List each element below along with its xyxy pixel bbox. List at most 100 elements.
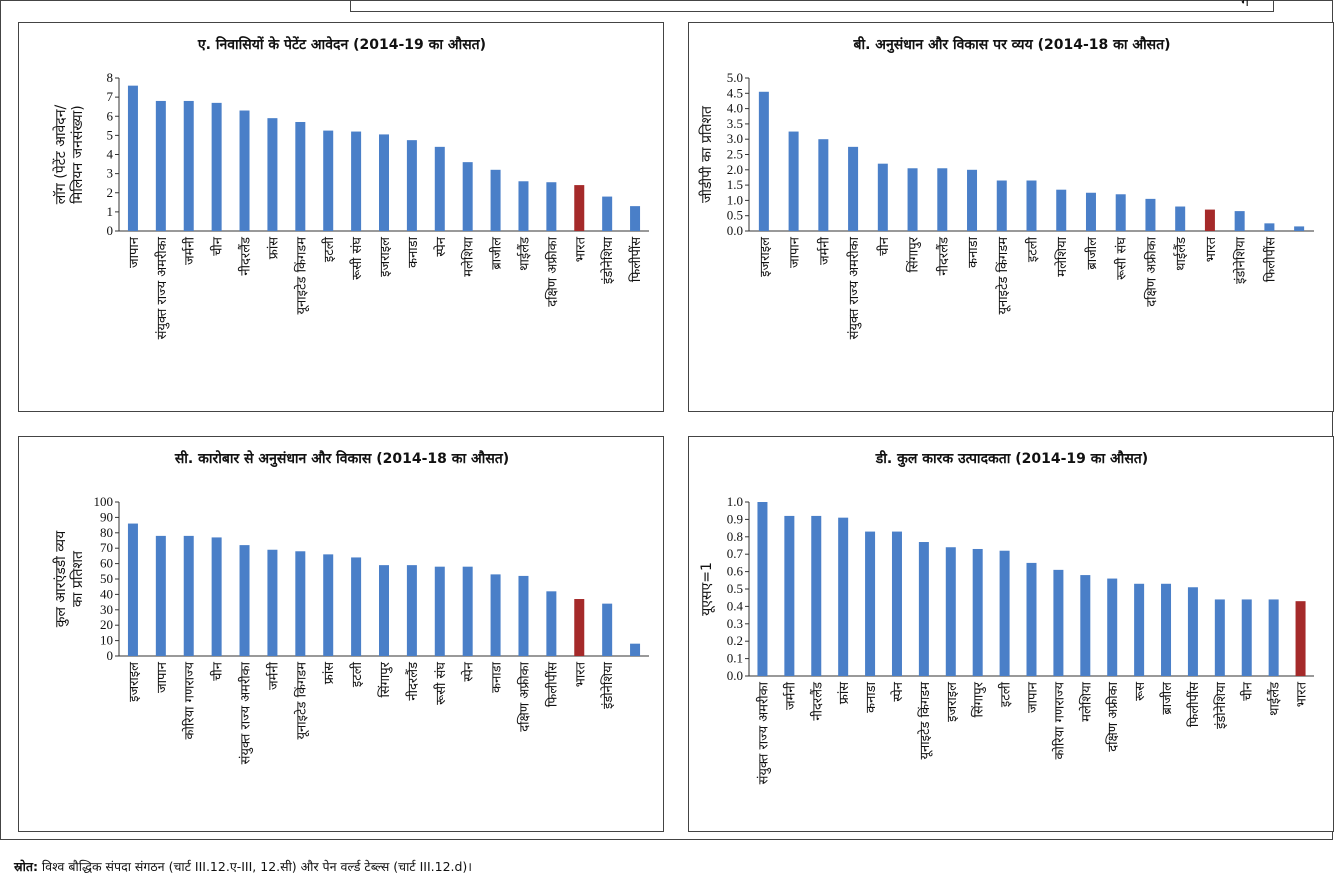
chart-d: डी. कुल कारक उत्पादकता (2014-19 का औसत) य… xyxy=(699,450,1314,784)
chart-c-ylabel: का प्रतिशत xyxy=(69,550,86,607)
chart-b-category-label: नीदरलैंड xyxy=(935,236,951,276)
chart-d-ytick-label: 0.8 xyxy=(727,529,743,544)
chart-panel-c: सी. कारोबार से अनुसंधान और विकास (2014-1… xyxy=(18,436,664,832)
chart-c-bar xyxy=(574,599,585,656)
chart-a-category-label: जापान xyxy=(127,236,142,268)
chart-c-bar xyxy=(434,566,445,656)
chart-b-bar xyxy=(1085,192,1096,231)
chart-d-bar xyxy=(972,548,983,676)
chart-c-category-label: फ्रांस xyxy=(322,662,337,684)
chart-a-ytick-label: 5 xyxy=(107,127,114,142)
chart-d-ytick-label: 0.4 xyxy=(727,598,744,613)
chart-b-category-label: जर्मनी xyxy=(816,236,832,265)
chart-b-category-label: चीन xyxy=(876,236,892,256)
chart-c-bar xyxy=(351,557,362,656)
chart-b-ytick-label: 2.5 xyxy=(727,147,743,162)
chart-c-bar xyxy=(462,566,473,656)
chart-a-bar xyxy=(490,169,501,231)
chart-a-bar xyxy=(155,100,166,231)
chart-a-bar xyxy=(630,206,641,231)
chart-c-category-label: कनाडा xyxy=(490,661,505,693)
chart-d-ytick-label: 0.1 xyxy=(727,651,743,666)
chart-a-bar xyxy=(351,131,362,231)
chart-b-ytick-label: 1.5 xyxy=(727,177,743,192)
chart-d-category-label: कोरिया गणराज्य xyxy=(1051,682,1067,760)
chart-c-bar xyxy=(127,523,138,656)
chart-c-category-label: भारत xyxy=(573,661,588,687)
chart-a-category-label: इजराइल xyxy=(378,237,393,277)
chart-d-category-label: इंडोनेशिया xyxy=(1213,681,1229,729)
chart-d-category-label: सिंगापुर xyxy=(971,681,987,717)
chart-a-category-label: फ्रांस xyxy=(266,237,281,259)
chart-d-ytick-label: 0.3 xyxy=(727,616,743,631)
chart-c-category-label: जर्मनी xyxy=(265,661,281,690)
chart-panel-a: ए. निवासियों के पेटेंट आवेदन (2014-19 का… xyxy=(18,22,664,412)
figure-heading-fragment: ग xyxy=(1241,0,1249,10)
chart-c-bar xyxy=(211,537,222,656)
chart-c-category-label: इटली xyxy=(349,661,365,687)
chart-c-bar xyxy=(239,545,250,656)
chart-c-bar xyxy=(267,549,278,656)
chart-a-category-label: भारत xyxy=(573,236,588,262)
chart-c-ytick-label: 60 xyxy=(100,556,113,571)
chart-d-category-label: फिलीपींस xyxy=(1186,682,1202,727)
chart-c-ytick-label: 80 xyxy=(100,525,113,540)
chart-b-ytick-label: 3.5 xyxy=(727,116,743,131)
chart-a-bar xyxy=(574,185,585,231)
chart-d-ytick-label: 0.2 xyxy=(727,633,743,648)
chart-b-category-label: फिलीपींस xyxy=(1262,237,1278,282)
chart-a-category-label: चीन xyxy=(210,236,226,256)
chart-c-ytick-label: 0 xyxy=(107,648,114,663)
chart-c-category-label: इंडोनेशिया xyxy=(600,661,616,709)
chart-b-category-label: दक्षिण अफ्रीका xyxy=(1143,236,1159,306)
chart-b-bar xyxy=(1145,198,1156,231)
chart-b-category-label: थाईलैंड xyxy=(1173,236,1189,271)
chart-d-category-label: स्पेन xyxy=(890,681,906,701)
chart-d-ytick-label: 0.9 xyxy=(727,511,743,526)
chart-b-bar xyxy=(1115,194,1126,231)
chart-a-category-label: इटली xyxy=(321,236,337,262)
chart-b-category-label: जापान xyxy=(788,236,803,268)
chart-d-category-label: जर्मनी xyxy=(782,681,798,710)
chart-b-bar xyxy=(877,163,888,231)
chart-d-bar xyxy=(1214,599,1225,676)
chart-b-ytick-label: 5.0 xyxy=(727,70,743,85)
chart-c-bar xyxy=(295,551,306,656)
chart-a-bar xyxy=(323,130,334,231)
chart-c-bar xyxy=(602,603,613,656)
chart-b-category-label: संयुक्त राज्य अमरीका xyxy=(846,236,862,339)
chart-d-bar xyxy=(1107,578,1118,676)
chart-d-category-label: इजराइल xyxy=(945,682,960,722)
chart-b-ytick-label: 4.0 xyxy=(727,101,743,116)
chart-d-bar xyxy=(1026,562,1037,676)
chart-c-bar xyxy=(379,565,389,656)
chart-b-ytick-label: 0.0 xyxy=(727,223,743,238)
chart-c-category-label: सिंगापुर xyxy=(377,661,393,697)
chart-d-category-label: भारत xyxy=(1295,681,1310,707)
chart-a-bar xyxy=(267,118,278,231)
chart-d-category-label: नीदरलैंड xyxy=(809,681,825,721)
chart-c-bar xyxy=(630,643,641,656)
chart-a-bar xyxy=(239,110,250,231)
chart-c-bar xyxy=(155,535,166,656)
chart-c-ytick-label: 50 xyxy=(100,571,113,586)
chart-c-category-label: दक्षिण अफ्रीका xyxy=(516,661,532,731)
chart-a-bar xyxy=(546,182,557,231)
chart-d-ytick-label: 0.0 xyxy=(727,668,743,683)
chart-b-ytick-label: 4.5 xyxy=(727,85,743,100)
chart-b-category-label: मलेशिया xyxy=(1054,236,1070,276)
chart-a-bar xyxy=(379,134,389,231)
chart-d-category-label: थाईलैंड xyxy=(1267,681,1283,716)
chart-d-bar xyxy=(1268,599,1279,676)
chart-b-category-label: इटली xyxy=(1025,236,1041,262)
chart-a-category-label: ब्राजील xyxy=(489,237,505,270)
chart-b-ytick-label: 2.0 xyxy=(727,162,743,177)
chart-d-bar xyxy=(1080,575,1091,676)
chart-a-ytick-label: 6 xyxy=(107,108,114,123)
chart-panel-d: डी. कुल कारक उत्पादकता (2014-19 का औसत) य… xyxy=(688,436,1334,832)
chart-d-category-label: यूनाइटेड किंगडम xyxy=(917,682,933,760)
chart-a-bar xyxy=(183,100,194,231)
chart-b-category-label: रूसी संघ xyxy=(1114,237,1130,280)
chart-d-category-label: दक्षिण अफ्रीका xyxy=(1105,681,1121,751)
chart-b-bar xyxy=(758,91,769,232)
